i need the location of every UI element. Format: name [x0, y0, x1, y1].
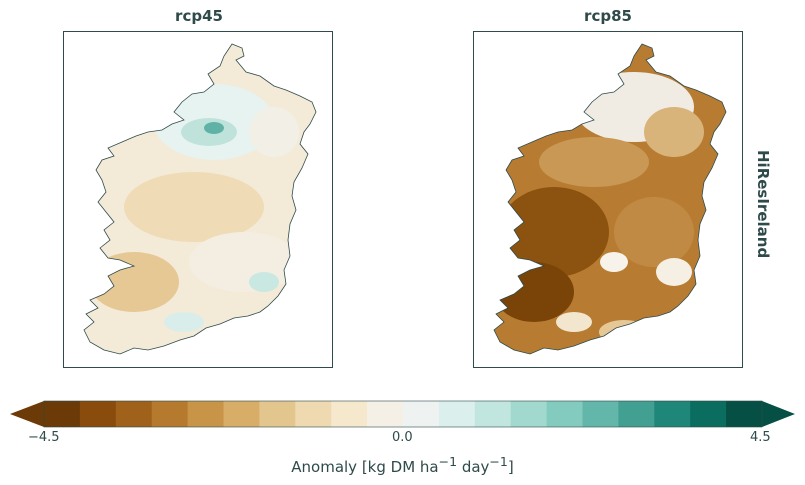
colorbar-tick-max: 4.5 [750, 430, 771, 445]
row-label-model: HiResIreland [754, 150, 772, 259]
anomaly-field-rcp85 [494, 44, 726, 354]
colorbar-cell [726, 401, 763, 427]
colorbar-cell [223, 401, 260, 427]
colorbar-cell [582, 401, 619, 427]
colorbar-cell [367, 401, 404, 427]
colorbar-cell [44, 401, 81, 427]
map-panel-rcp85 [473, 31, 743, 368]
colorbar-cell [510, 401, 548, 427]
colorbar-cell [79, 401, 117, 427]
colorbar-extend-low [10, 401, 44, 427]
colorbar-label: Anomaly [kg DM ha−1 day−1] [291, 454, 514, 476]
colorbar-cell [295, 401, 332, 427]
colorbar-cell [187, 401, 224, 427]
colorbar-cell [618, 401, 655, 427]
colorbar-cell [151, 401, 189, 427]
anomaly-field-rcp45 [84, 44, 316, 354]
colorbar-cells [44, 401, 763, 427]
colorbar-cell [331, 401, 368, 427]
colorbar-cell [438, 401, 476, 427]
colorbar-cell [474, 401, 512, 427]
colorbar-cell [654, 401, 691, 427]
ireland-map-rcp45 [83, 43, 317, 355]
panel-title-rcp85: rcp85 [584, 7, 632, 25]
colorbar-tick-min: −4.5 [28, 430, 60, 445]
colorbar-cell [546, 401, 583, 427]
colorbar [10, 400, 795, 428]
colorbar-outline [43, 400, 763, 428]
colorbar-cell [403, 401, 440, 427]
colorbar-cell [115, 401, 153, 427]
colorbar-cell [690, 401, 727, 427]
ireland-map-rcp85 [493, 43, 727, 355]
colorbar-extend-high [762, 401, 795, 427]
panel-title-rcp45: rcp45 [175, 7, 223, 25]
map-panel-rcp45 [63, 31, 333, 368]
colorbar-tick-mid: 0.0 [392, 430, 413, 445]
colorbar-cell [259, 401, 296, 427]
